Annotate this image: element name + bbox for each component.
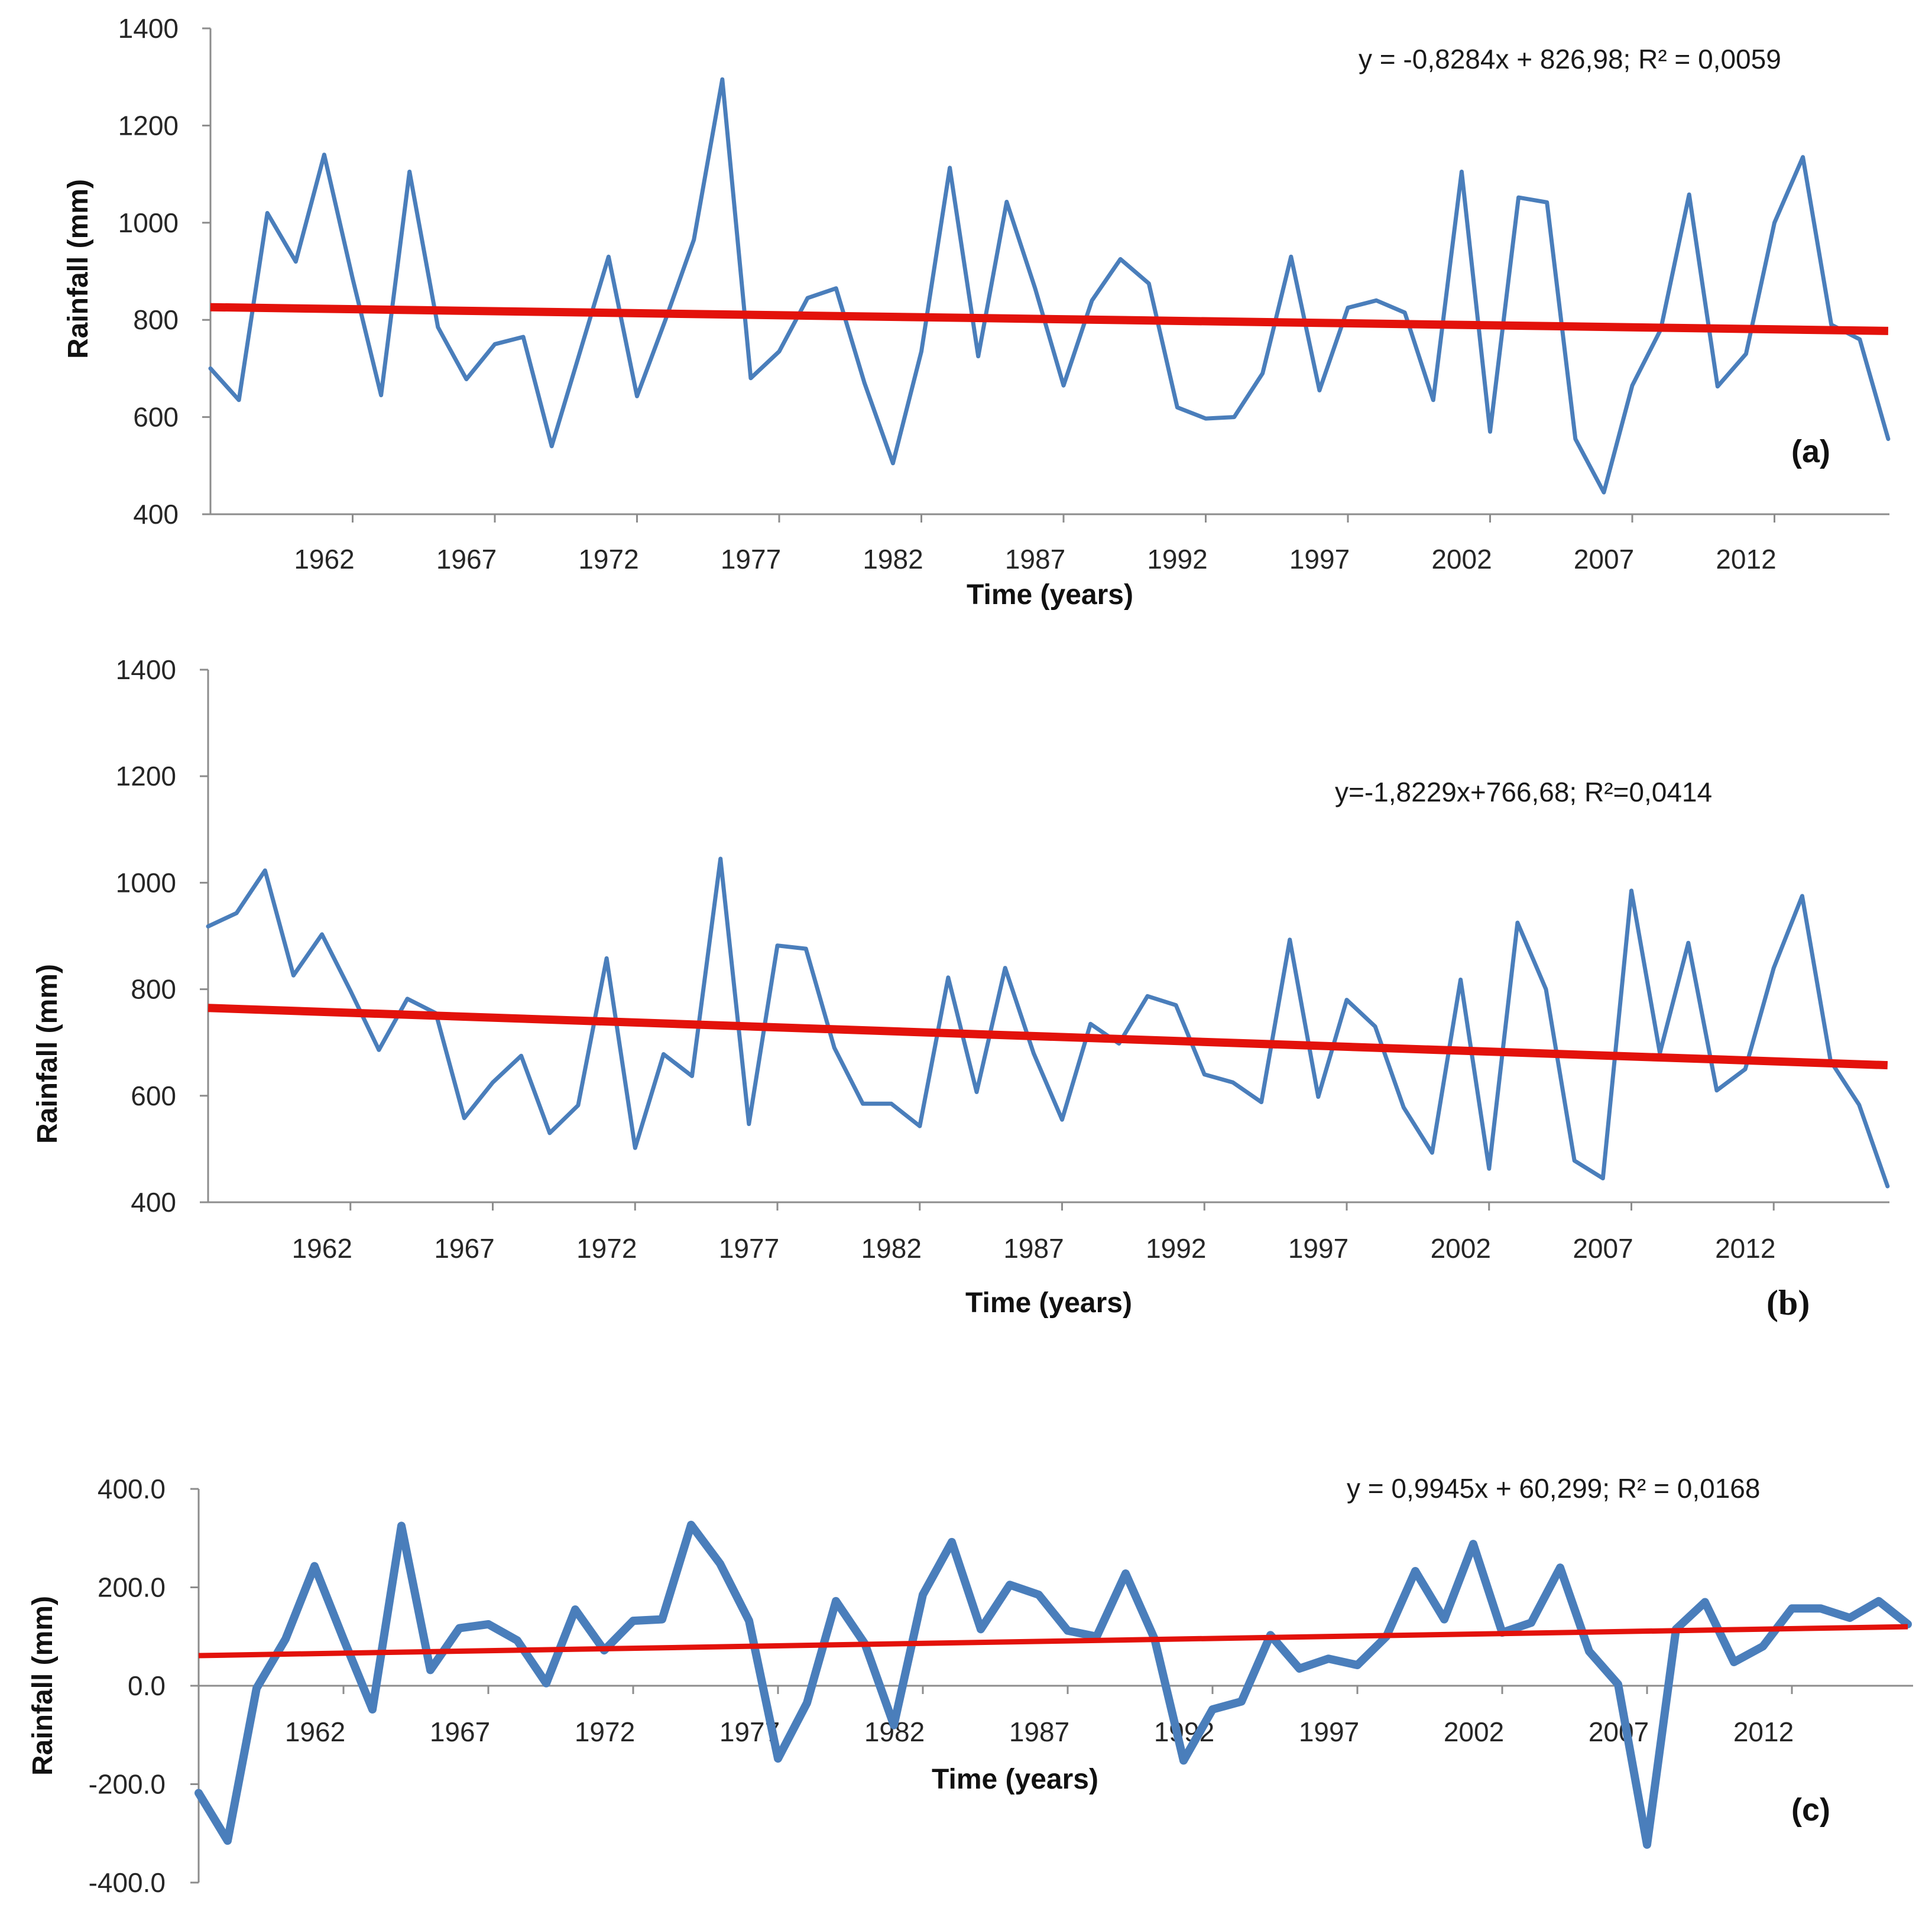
- y-tick-label: 600: [131, 1080, 176, 1111]
- trend-equation: y = -0,8284x + 826,98; R² = 0,0059: [1359, 44, 1781, 74]
- x-tick-label: 2002: [1431, 1233, 1491, 1264]
- y-axis-title: Rainfall (mm): [32, 964, 63, 1144]
- y-tick-label: -200.0: [89, 1769, 166, 1800]
- x-tick-label: 1982: [861, 1233, 922, 1264]
- x-tick-label: 2012: [1733, 1716, 1794, 1747]
- x-tick-label: 1972: [578, 544, 638, 575]
- y-tick-label: 400: [133, 499, 179, 530]
- x-tick-label: 1977: [721, 544, 781, 575]
- y-tick-label: 800: [133, 304, 179, 335]
- x-tick-label: 1987: [1009, 1716, 1069, 1747]
- x-tick-label: 1967: [434, 1233, 494, 1264]
- rainfall-series-line: [206, 856, 1890, 1189]
- rainfall-series-line: [208, 77, 1891, 495]
- x-tick-label: 1972: [575, 1716, 635, 1747]
- x-tick-label: 1987: [1005, 544, 1065, 575]
- y-tick-label: 1400: [116, 654, 176, 685]
- x-tick-label: 2007: [1573, 1233, 1633, 1264]
- x-axis-title: Time (years): [967, 579, 1133, 611]
- x-axis-title: Time (years): [965, 1287, 1132, 1319]
- y-axis-title: Rainfall (mm): [63, 179, 94, 359]
- y-axis-title: Rainfall (mm): [27, 1596, 59, 1776]
- trend-line: [198, 1624, 1908, 1659]
- y-axis-ticks: 400 600 800 1000 1200 1400: [118, 13, 210, 530]
- y-tick-label: 1000: [118, 207, 179, 238]
- trend-line: [208, 1004, 1888, 1070]
- x-tick-label: 1997: [1288, 1233, 1348, 1264]
- x-tick-label: 1997: [1299, 1716, 1359, 1747]
- x-tick-label: 1977: [719, 1233, 779, 1264]
- y-tick-label: 200.0: [98, 1572, 166, 1603]
- x-axis-ticks: 1962 1967 1972 1977 1982 1987 1992 1997 2002 2007…: [285, 1686, 1794, 1747]
- x-tick-label: 2007: [1574, 544, 1634, 575]
- x-tick-label: 1962: [294, 544, 354, 575]
- y-tick-label: 1000: [116, 867, 176, 898]
- panel-label: (a): [1791, 434, 1830, 469]
- x-tick-label: 1992: [1146, 1233, 1206, 1264]
- y-tick-label: -400.0: [89, 1867, 166, 1898]
- x-tick-label: 1972: [576, 1233, 637, 1264]
- rainfall-series-line: [195, 1520, 1912, 1849]
- panel-c: -400.0 -200.0 0.0 200.0 400.0 1962 1967 1972 19…: [27, 1473, 1913, 1898]
- x-tick-label: 1967: [430, 1716, 490, 1747]
- x-tick-label: 1992: [1147, 544, 1207, 575]
- y-tick-label: 800: [131, 974, 176, 1005]
- y-tick-label: 0.0: [128, 1670, 166, 1701]
- x-tick-label: 1997: [1289, 544, 1350, 575]
- y-tick-label: 400: [131, 1187, 176, 1218]
- y-tick-label: 1200: [116, 761, 176, 791]
- x-axis-ticks: 1962 1967 1972 1977 1982 1987 1992 1997 2002 2007…: [292, 1202, 1775, 1264]
- trend-line: [210, 303, 1888, 335]
- x-tick-label: 2012: [1715, 1233, 1775, 1264]
- panel-label: (c): [1791, 1792, 1830, 1828]
- x-tick-label: 1987: [1003, 1233, 1064, 1264]
- x-tick-label: 1962: [285, 1716, 345, 1747]
- x-tick-label: 2002: [1431, 544, 1492, 575]
- trend-equation: y = 0,9945x + 60,299; R² = 0,0168: [1347, 1473, 1760, 1504]
- y-axis-ticks: 400 600 800 1000 1200 1400: [116, 654, 208, 1218]
- x-axis-ticks: 1962 1967 1972 1977 1982 1987 1992 1997 2002 2007…: [294, 514, 1777, 575]
- x-tick-label: 2002: [1444, 1716, 1504, 1747]
- x-tick-label: 1967: [436, 544, 497, 575]
- y-axis-ticks: -400.0 -200.0 0.0 200.0 400.0: [89, 1474, 199, 1898]
- y-tick-label: 400.0: [98, 1474, 166, 1504]
- x-tick-label: 1982: [863, 544, 923, 575]
- x-axis-title: Time (years): [932, 1764, 1098, 1795]
- y-tick-label: 1400: [118, 13, 179, 44]
- x-tick-label: 1962: [292, 1233, 352, 1264]
- x-tick-label: 2012: [1716, 544, 1776, 575]
- panel-label: (b): [1766, 1283, 1810, 1322]
- y-tick-label: 600: [133, 402, 179, 433]
- y-tick-label: 1200: [118, 110, 179, 141]
- x-tick-label: 2007: [1589, 1716, 1649, 1747]
- trend-equation: y=-1,8229x+766,68; R²=0,0414: [1335, 777, 1712, 807]
